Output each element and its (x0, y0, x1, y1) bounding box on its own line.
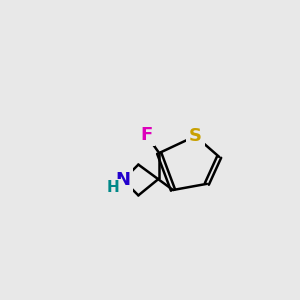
Text: H: H (106, 180, 119, 195)
Text: F: F (140, 126, 152, 144)
Text: S: S (189, 127, 202, 145)
Text: N: N (116, 171, 130, 189)
